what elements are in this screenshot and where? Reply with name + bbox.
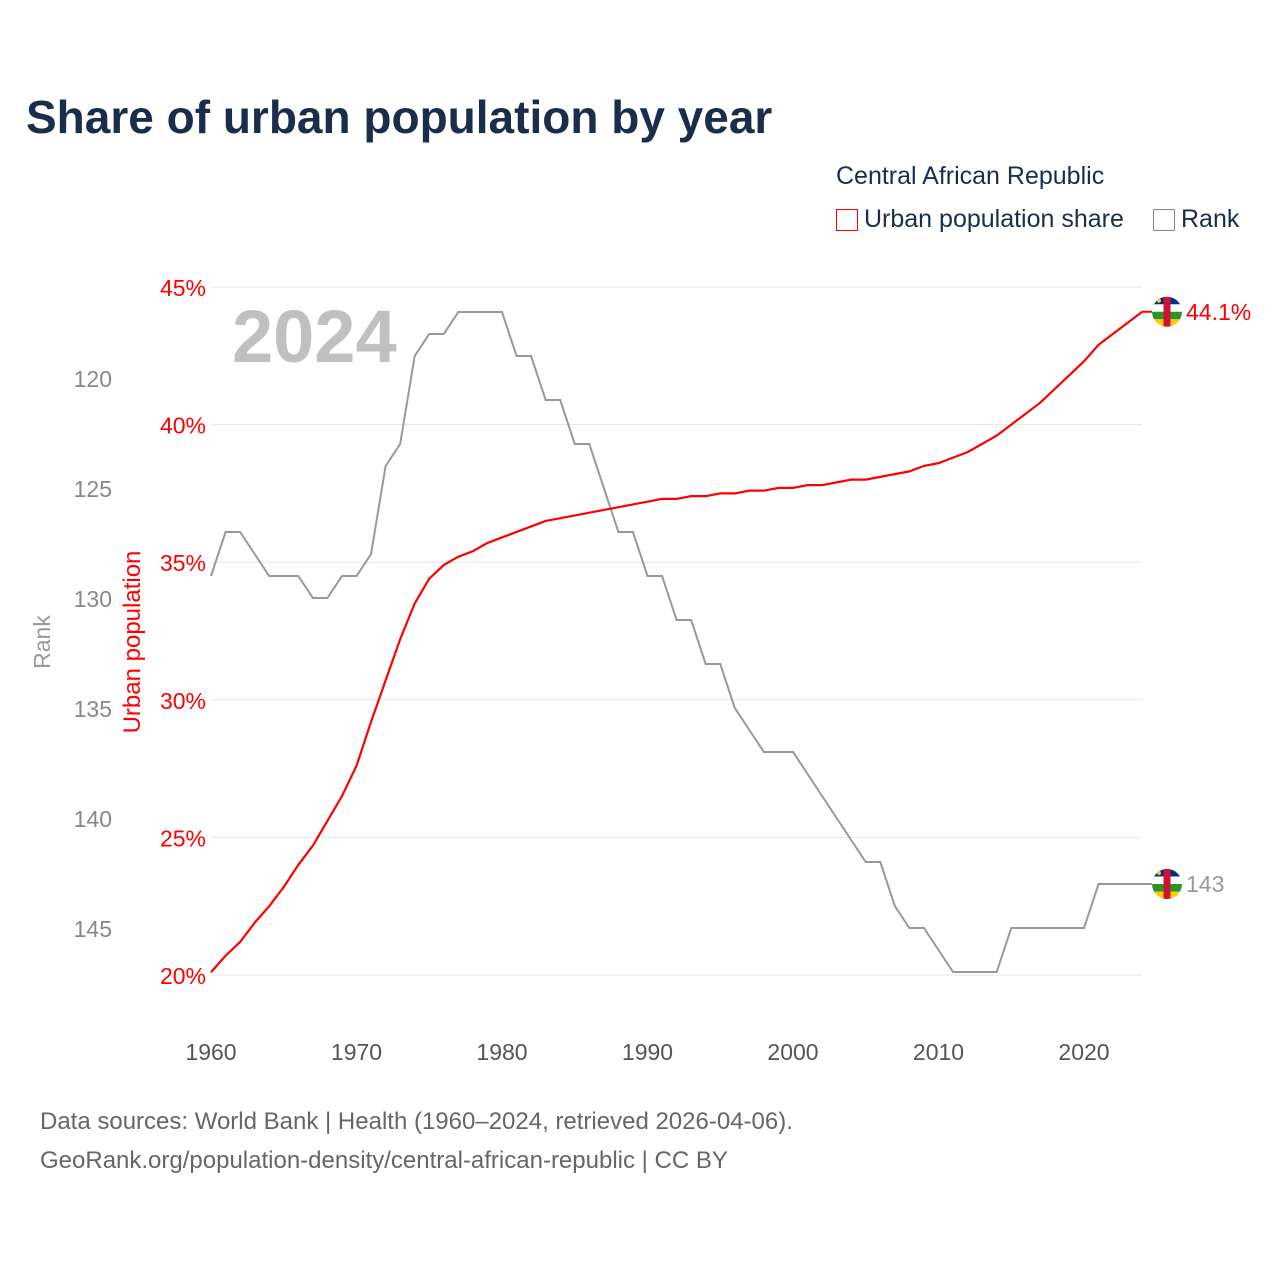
legend-label: Rank	[1181, 205, 1240, 233]
y2-tick-label: 145	[74, 916, 112, 942]
page-title: Share of urban population by year	[26, 91, 773, 143]
year-watermark: 2024	[232, 295, 397, 378]
source-link[interactable]: GeoRank.org/population-density/central-a…	[40, 1147, 728, 1174]
flag-icon	[1152, 296, 1182, 327]
x-tick-label: 1990	[622, 1039, 673, 1065]
x-tick-label: 2020	[1058, 1039, 1109, 1065]
y-tick-label: 35%	[160, 550, 206, 576]
y2-tick-label: 125	[74, 476, 112, 502]
x-tick-label: 2010	[913, 1039, 964, 1065]
y2-tick-label: 135	[74, 696, 112, 722]
legend-swatch-rank	[1153, 208, 1175, 231]
legend-swatch-urban	[836, 208, 858, 231]
x-tick-label: 1970	[331, 1039, 382, 1065]
y2-tick-label: 120	[74, 366, 112, 392]
y-tick-label: 30%	[160, 688, 206, 714]
y2-axis-label: Rank	[29, 615, 55, 669]
rank-end-label: 143	[1186, 871, 1224, 897]
source-text: Data sources: World Bank | Health (1960–…	[40, 1108, 793, 1135]
x-tick-label: 1960	[185, 1039, 236, 1065]
rank-line	[210, 311, 1143, 973]
urban-line	[210, 310, 1143, 973]
y-tick-label: 45%	[160, 275, 206, 301]
y-tick-label: 20%	[160, 963, 206, 989]
legend-country: Central African Republic	[836, 162, 1105, 190]
x-tick-label: 2000	[767, 1039, 818, 1065]
y-axis-label: Urban population	[119, 551, 146, 734]
legend-item-rank[interactable]: Rank	[1153, 205, 1239, 234]
y2-tick-label: 140	[74, 806, 112, 832]
flag-icon	[1152, 869, 1182, 899]
urban-end-label: 44.1%	[1186, 299, 1251, 325]
y-tick-label: 40%	[160, 413, 206, 439]
x-tick-label: 1980	[476, 1039, 527, 1065]
legend-item-urban[interactable]: Urban population share	[836, 205, 1124, 234]
legend-label: Urban population share	[864, 205, 1124, 233]
y2-tick-label: 130	[74, 586, 112, 612]
y-tick-label: 25%	[160, 825, 206, 851]
